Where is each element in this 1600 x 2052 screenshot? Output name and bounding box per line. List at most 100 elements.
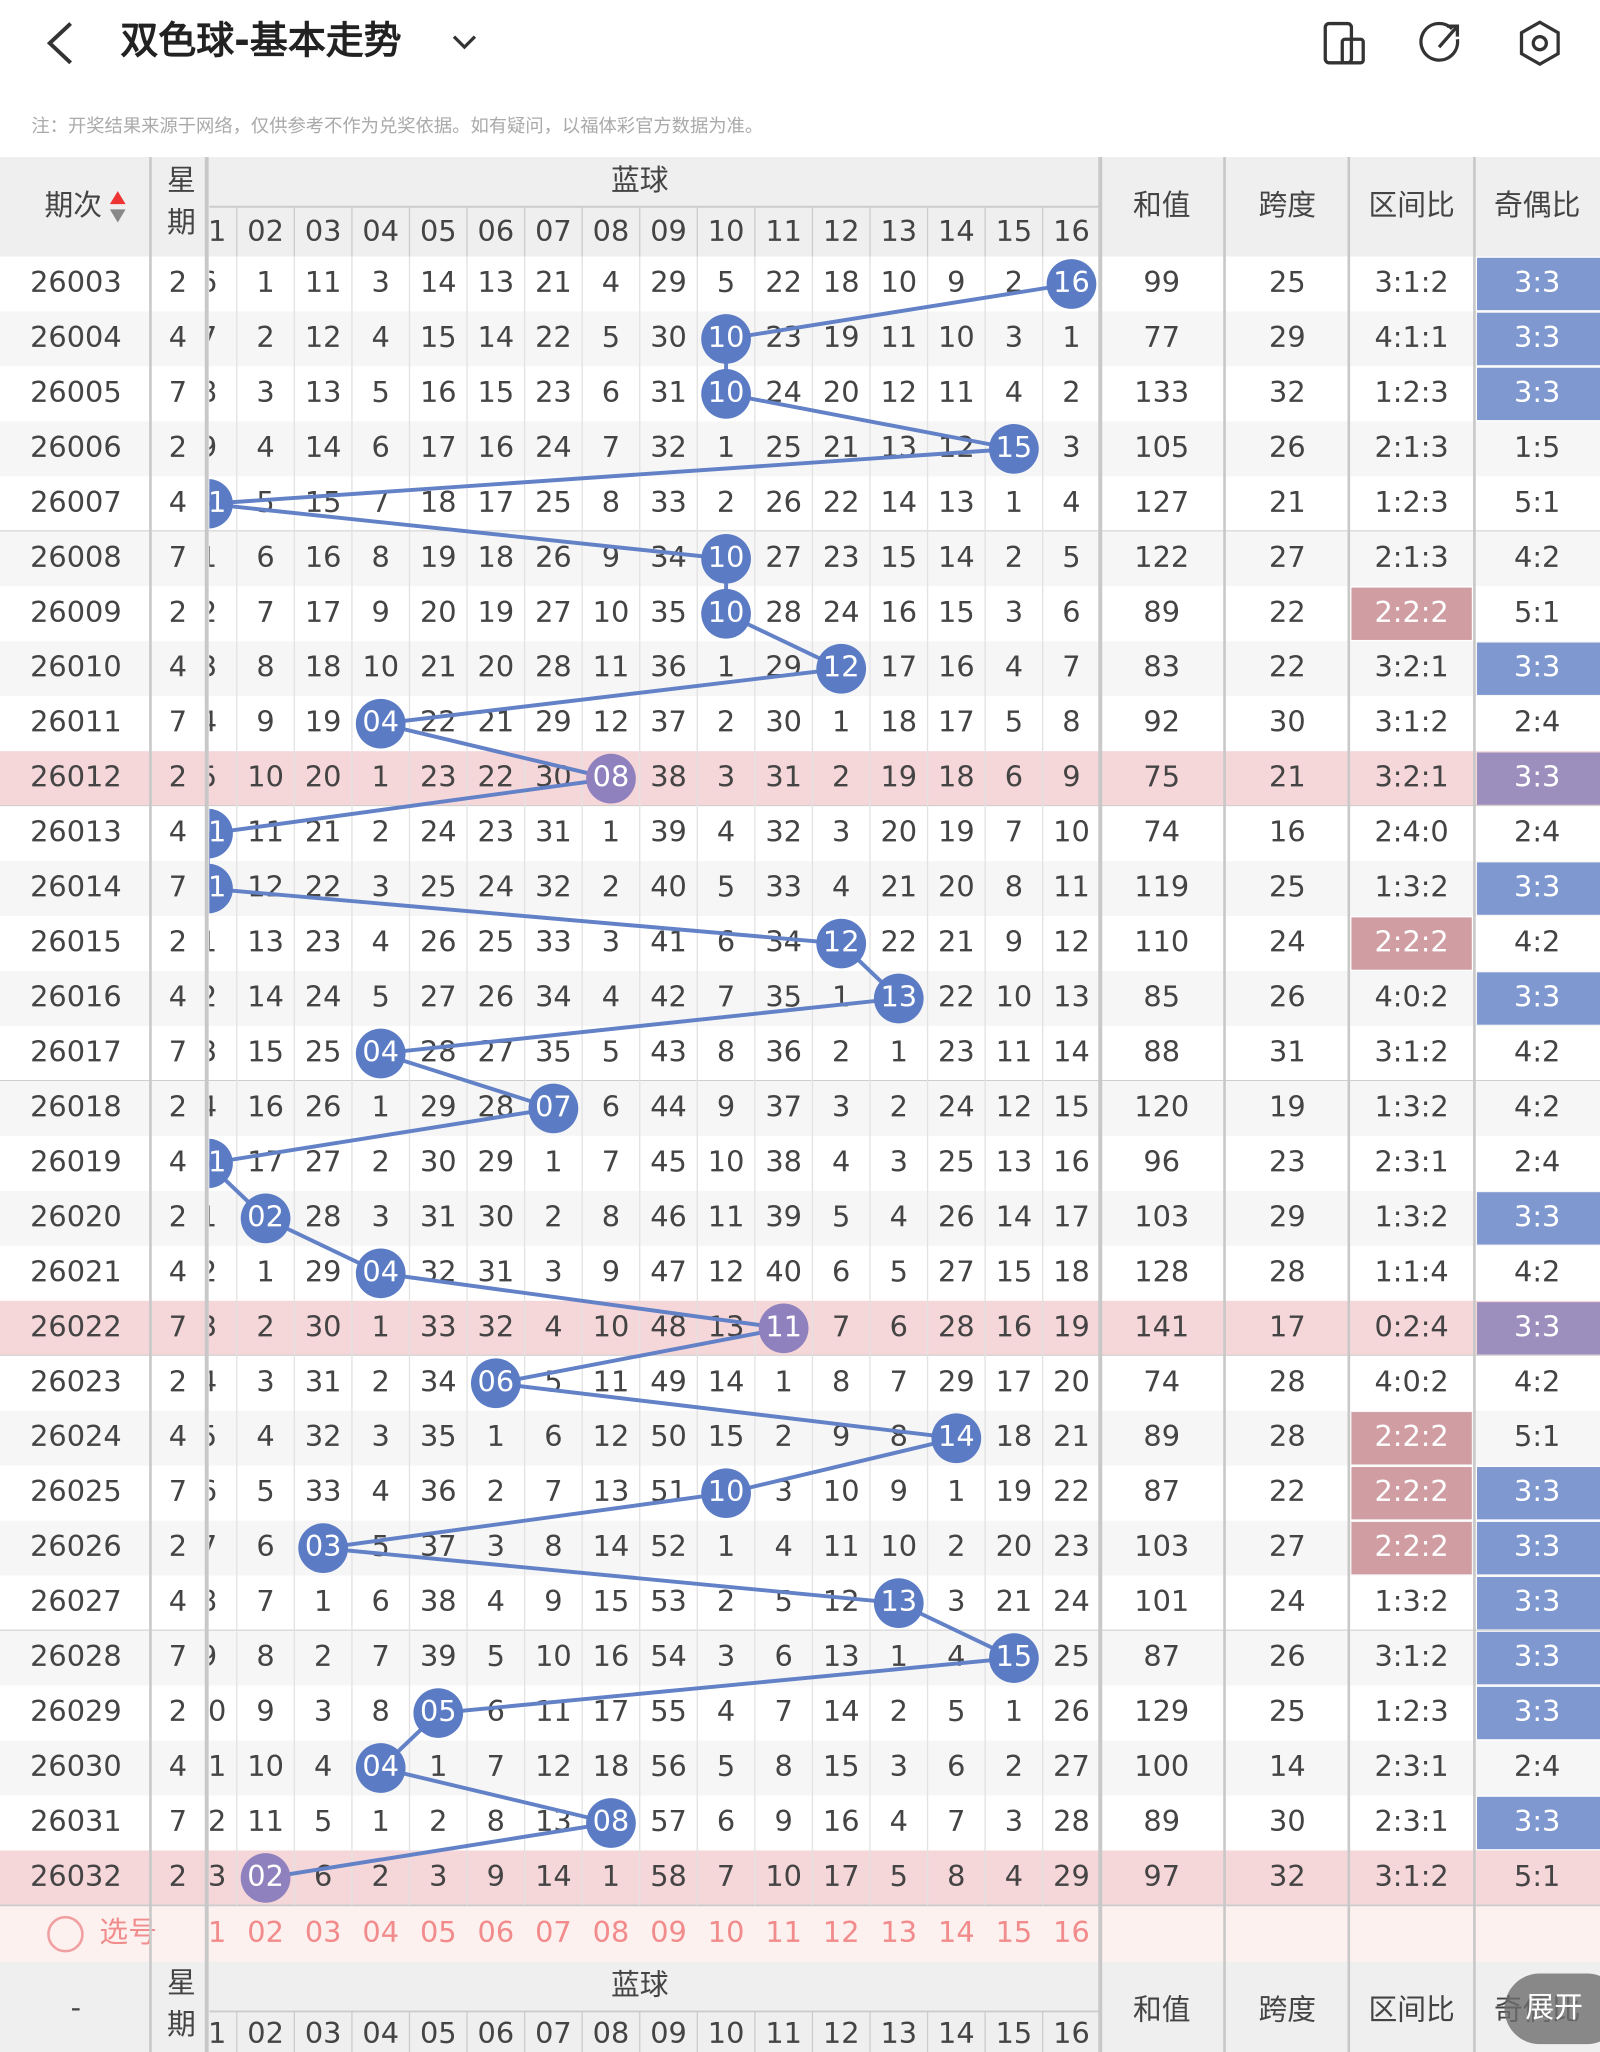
miss-count: 16 — [593, 1639, 630, 1673]
odd-even-highlight — [1477, 367, 1600, 421]
weekday: 4 — [169, 1254, 187, 1288]
miss-count: 16 — [996, 1309, 1033, 1343]
blue-number-header: 07 — [535, 214, 572, 248]
blue-number-header: 10 — [708, 214, 745, 248]
period: 26005 — [30, 375, 122, 409]
miss-count: 11 — [247, 815, 284, 849]
miss-count: 23 — [765, 320, 802, 354]
settings-button[interactable] — [1519, 20, 1560, 67]
ball — [701, 1468, 751, 1519]
miss-count: 30 — [478, 1199, 515, 1233]
column-header: 区间比 — [1368, 1992, 1454, 2026]
odd-even-ratio: 2:4 — [1514, 815, 1560, 849]
sum-value: 128 — [1134, 1254, 1189, 1288]
zone-highlight — [1351, 1412, 1472, 1465]
sum-value: 77 — [1143, 320, 1180, 354]
odd-even-ratio: 3:3 — [1514, 1584, 1560, 1618]
span-value: 32 — [1269, 375, 1306, 409]
miss-count: 16 — [478, 430, 515, 464]
miss-count: 1 — [602, 1859, 620, 1893]
weekday: 2 — [169, 1089, 187, 1123]
span-value: 21 — [1269, 485, 1306, 519]
miss-count: 7 — [890, 1364, 908, 1398]
disclaimer: 注：开奖结果来源于网络，仅供参考不作为兑奖依据。如有疑问，以福体彩官方数据为准。 — [31, 116, 763, 137]
miss-count: 1 — [1005, 485, 1023, 519]
period: 26009 — [30, 595, 122, 629]
miss-count: 36 — [650, 650, 687, 684]
share-button[interactable] — [1419, 21, 1460, 62]
blue-number-header: 09 — [650, 2016, 687, 2050]
miss-count: 19 — [996, 1474, 1033, 1508]
miss-count: 4 — [890, 1199, 908, 1233]
miss-count: 6 — [256, 540, 274, 574]
miss-count: 8 — [199, 1584, 217, 1618]
miss-count: 17 — [420, 430, 457, 464]
miss-count: 40 — [650, 870, 687, 904]
zone-ratio: 1:2:3 — [1374, 1694, 1448, 1728]
miss-count: 12 — [305, 320, 342, 354]
miss-count: 5 — [372, 1529, 390, 1563]
span-value: 19 — [1269, 1089, 1306, 1123]
miss-count: 1 — [256, 1254, 274, 1288]
miss-count: 15 — [880, 540, 917, 574]
period: 26023 — [30, 1364, 122, 1398]
miss-count: 8 — [256, 1639, 274, 1673]
dropdown-button[interactable] — [452, 35, 477, 50]
weekday: 2 — [169, 595, 187, 629]
select-number: 16 — [1053, 1915, 1090, 1949]
blue-number-header: 03 — [305, 2016, 342, 2050]
miss-count: 8 — [372, 540, 390, 574]
weekday: 7 — [169, 1034, 187, 1068]
weekday: 7 — [169, 1474, 187, 1508]
row-bg — [0, 916, 1600, 972]
miss-count: 7 — [1062, 650, 1080, 684]
back-button[interactable] — [46, 22, 72, 65]
blue-number-header: 11 — [765, 2016, 802, 2050]
miss-count: 6 — [544, 1419, 562, 1453]
ball — [240, 1853, 291, 1903]
zone-ratio: 2:2:2 — [1374, 1419, 1448, 1453]
miss-count: 19 — [880, 760, 917, 794]
miss-count: 26 — [938, 1199, 975, 1233]
select-number: 14 — [938, 1915, 975, 1949]
weekday: 2 — [169, 925, 187, 959]
miss-count: 20 — [996, 1529, 1033, 1563]
span-value: 22 — [1269, 1474, 1306, 1508]
miss-count: 28 — [938, 1309, 975, 1343]
miss-count: 7 — [602, 430, 620, 464]
layout-button[interactable] — [1323, 21, 1365, 65]
miss-count: 5 — [1062, 540, 1080, 574]
miss-count: 1 — [717, 650, 735, 684]
blue-number-header: 14 — [938, 214, 975, 248]
sum-value: 122 — [1134, 540, 1189, 574]
miss-count: 21 — [420, 650, 457, 684]
miss-count: 24 — [938, 1089, 975, 1123]
sum-value: 99 — [1143, 265, 1180, 299]
miss-count: 13 — [247, 925, 284, 959]
select-number: 10 — [708, 1915, 745, 1949]
zone-ratio: 2:4:0 — [1374, 815, 1448, 849]
miss-count: 8 — [199, 375, 217, 409]
column-header: 星期 — [163, 165, 197, 249]
odd-even-highlight — [1477, 1796, 1600, 1850]
blue-number-header: 16 — [1053, 2016, 1090, 2050]
miss-count: 26 — [420, 925, 457, 959]
span-value: 28 — [1269, 1254, 1306, 1288]
ball-number: 12 — [823, 925, 860, 959]
odd-even-ratio: 2:4 — [1514, 705, 1560, 739]
miss-count: 17 — [593, 1694, 630, 1728]
miss-count: 4 — [372, 1474, 390, 1508]
zone-ratio: 3:1:2 — [1374, 705, 1448, 739]
odd-even-highlight — [1477, 1302, 1600, 1355]
miss-count: 33 — [305, 1474, 342, 1508]
miss-count: 5 — [199, 760, 217, 794]
miss-count: 13 — [478, 265, 515, 299]
expand-button[interactable]: 展开 — [1504, 1973, 1600, 2045]
miss-count: 1 — [372, 1309, 390, 1343]
ball-number: 01 — [190, 870, 227, 904]
miss-count: 49 — [650, 1364, 687, 1398]
zone-ratio: 1:3:2 — [1374, 1584, 1448, 1618]
miss-count: 6 — [832, 1254, 850, 1288]
zone-ratio: 1:1:4 — [1374, 1254, 1448, 1288]
period: 26006 — [30, 430, 122, 464]
